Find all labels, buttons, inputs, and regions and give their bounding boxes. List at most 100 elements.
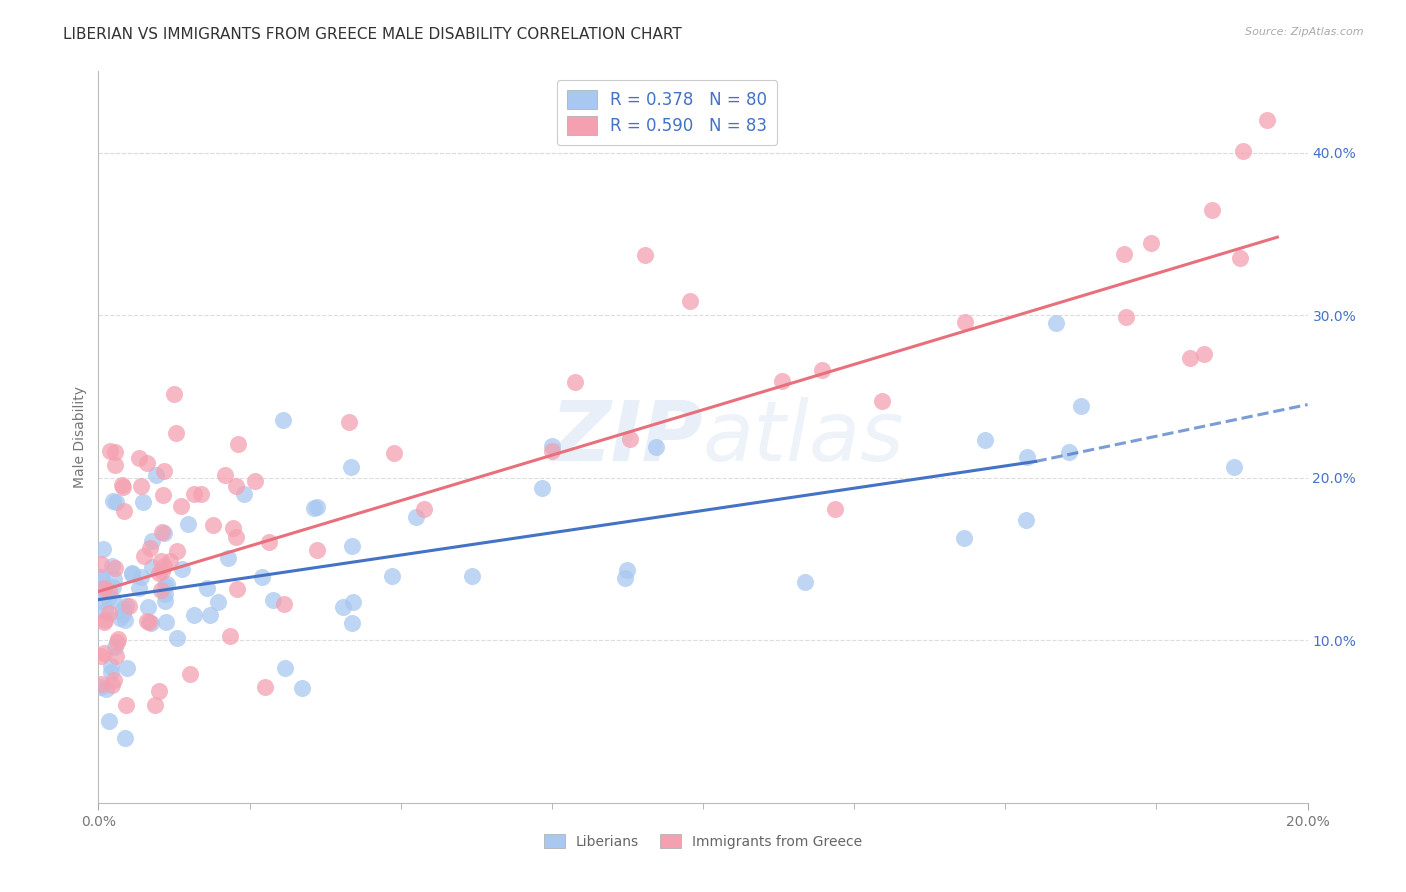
Point [105,635,128,649]
Point [170,562,193,576]
Point [90,570,112,584]
Point [166,544,188,558]
Point [305,500,328,515]
Point [541,443,564,458]
Point [112,480,135,494]
Point [291,681,314,695]
Point [974,433,997,447]
Text: LIBERIAN VS IMMIGRANTS FROM GREECE MALE DISABILITY CORRELATION CHART: LIBERIAN VS IMMIGRANTS FROM GREECE MALE … [63,27,682,42]
Point [148,684,170,698]
Point [135,456,157,470]
Point [679,293,702,308]
Y-axis label: Male Disability: Male Disability [73,386,87,488]
Point [152,488,174,502]
Point [153,579,176,593]
Point [132,549,155,563]
Point [811,362,834,376]
Point [152,464,174,478]
Point [90,594,112,608]
Point [1223,460,1246,475]
Point [112,607,135,622]
Point [112,602,135,616]
Point [1015,513,1038,527]
Point [616,563,638,577]
Legend: Liberians, Immigrants from Greece: Liberians, Immigrants from Greece [538,829,868,855]
Point [1115,310,1137,324]
Point [108,610,131,624]
Point [233,487,256,501]
Point [150,582,173,597]
Point [103,580,125,594]
Point [793,575,815,590]
Point [101,493,124,508]
Point [382,445,405,459]
Point [1057,445,1080,459]
Point [217,551,239,566]
Point [98,444,121,458]
Point [170,499,193,513]
Point [94,681,117,696]
Point [90,648,112,663]
Point [824,501,846,516]
Point [405,509,427,524]
Point [91,541,114,556]
Point [150,525,173,540]
Point [952,531,974,545]
Point [139,541,162,556]
Point [332,599,354,614]
Point [302,500,325,515]
Point [257,534,280,549]
Point [870,394,893,409]
Point [115,660,138,674]
Point [103,572,125,586]
Point [222,521,245,535]
Point [121,567,143,582]
Point [644,440,666,454]
Point [143,698,166,713]
Text: atlas: atlas [703,397,904,477]
Point [121,566,143,580]
Point [1114,246,1136,260]
Point [153,594,176,608]
Point [97,591,120,605]
Point [103,640,125,655]
Point [531,481,554,495]
Point [619,433,641,447]
Point [141,533,163,548]
Point [104,458,127,472]
Point [155,615,177,630]
Point [163,387,186,401]
Point [564,375,586,389]
Point [183,486,205,500]
Point [98,606,121,620]
Point [225,530,247,544]
Point [105,649,128,664]
Point [115,698,138,713]
Point [159,554,181,568]
Point [613,571,636,585]
Point [114,613,136,627]
Point [129,570,152,584]
Text: Source: ZipAtlas.com: Source: ZipAtlas.com [1246,27,1364,37]
Point [953,315,976,329]
Point [145,467,167,482]
Point [461,568,484,582]
Point [198,608,221,623]
Point [141,559,163,574]
Point [128,451,150,466]
Point [90,677,112,691]
Point [149,554,172,568]
Point [98,584,121,599]
Point [1070,399,1092,413]
Point [340,459,363,474]
Point [219,629,242,643]
Point [98,714,121,728]
Point [195,581,218,595]
Point [225,479,247,493]
Point [112,504,135,518]
Point [1256,113,1278,128]
Point [207,595,229,609]
Point [262,593,284,607]
Point [136,614,159,628]
Point [243,474,266,488]
